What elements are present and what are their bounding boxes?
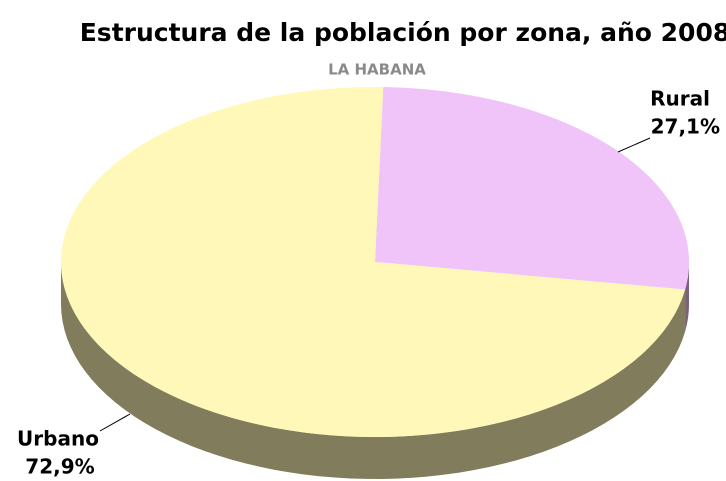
leader-line [617, 137, 651, 153]
pie [61, 87, 689, 479]
chart-subtitle: LA HABANA [328, 61, 426, 79]
slice-label: Rural [650, 87, 710, 111]
slice-label: Urbano [17, 427, 99, 451]
slice [61, 87, 686, 437]
slice-value-label: 72,9% [25, 455, 94, 479]
slice-value-label: 27,1% [651, 115, 720, 139]
slice-side [61, 262, 686, 479]
slice [375, 87, 689, 290]
chart-title: Estructura de la población por zona, año… [80, 18, 726, 47]
slice-side [685, 262, 689, 332]
leader-line [99, 413, 131, 432]
